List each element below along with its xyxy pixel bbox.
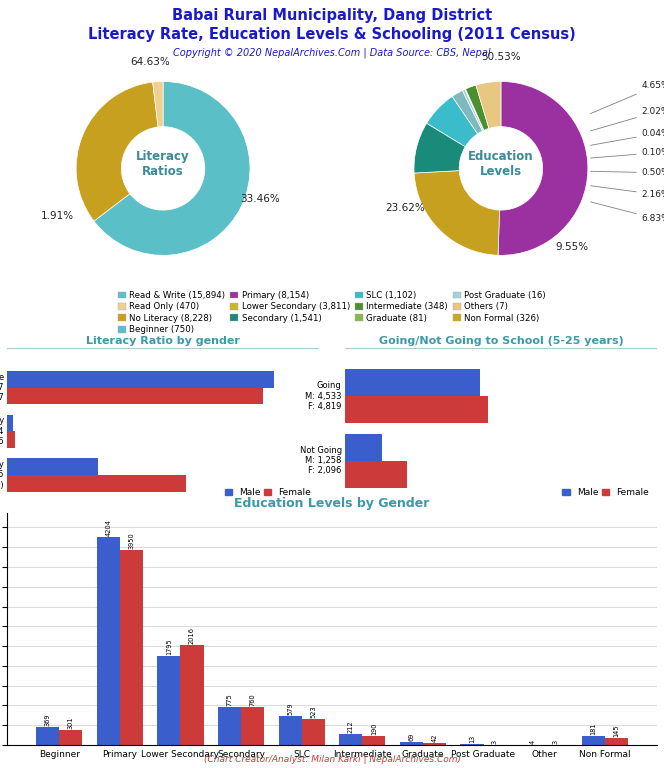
Text: 523: 523 [310,706,316,718]
Title: Going/Not Going to School (5-25 years): Going/Not Going to School (5-25 years) [378,336,623,346]
Text: (Chart Creator/Analyst: Milan Karki | NepalArchives.Com): (Chart Creator/Analyst: Milan Karki | Ne… [203,755,461,764]
Text: 760: 760 [250,694,256,707]
Text: Copyright © 2020 NepalArchives.Com | Data Source: CBS, Nepal: Copyright © 2020 NepalArchives.Com | Dat… [173,48,491,58]
Text: Literacy Rate, Education Levels & Schooling (2011 Census): Literacy Rate, Education Levels & School… [88,27,576,41]
Wedge shape [414,170,499,255]
Wedge shape [462,89,483,131]
Text: Literacy
Ratios: Literacy Ratios [136,150,190,178]
Bar [97,537,120,745]
Bar [7,415,13,432]
Bar [7,388,263,404]
Bar [605,738,627,745]
Text: 2.02%: 2.02% [590,108,664,131]
Wedge shape [414,123,465,173]
Text: 301: 301 [68,717,74,729]
Text: 212: 212 [348,721,354,733]
Bar [59,730,82,745]
Bar [157,656,181,745]
Wedge shape [498,81,588,255]
Bar [120,550,143,745]
Title: Literacy Ratio by gender: Literacy Ratio by gender [86,336,240,346]
Legend: Male, Female: Male, Female [559,485,653,501]
Wedge shape [153,81,163,127]
Bar [7,475,186,492]
Text: 23.62%: 23.62% [385,203,425,213]
Wedge shape [465,89,484,131]
Bar [345,396,488,423]
Text: 0.10%: 0.10% [591,148,664,158]
Title: Education Levels by Gender: Education Levels by Gender [234,497,430,510]
Wedge shape [76,82,158,221]
Text: 4.65%: 4.65% [590,81,664,114]
Text: 145: 145 [614,724,620,737]
Legend: Read & Write (15,894), Read Only (470), No Literacy (8,228), Beginner (750), Pri: Read & Write (15,894), Read Only (470), … [118,291,546,334]
Bar [241,707,264,745]
Bar [582,736,605,745]
Text: 4204: 4204 [106,519,112,536]
Text: 4: 4 [530,740,536,743]
Text: 1795: 1795 [166,638,172,655]
Text: 69: 69 [408,732,414,740]
Bar [339,734,363,745]
Text: 2016: 2016 [189,627,195,644]
Text: 3: 3 [552,740,558,744]
Bar [181,645,203,745]
Bar [301,719,325,745]
Wedge shape [465,85,489,131]
Text: 579: 579 [287,703,293,715]
Text: 9.55%: 9.55% [556,242,589,252]
Text: Babai Rural Municipality, Dang District: Babai Rural Municipality, Dang District [172,8,492,23]
Bar [363,736,385,745]
Bar [218,707,241,745]
Wedge shape [94,81,250,255]
Text: 6.83%: 6.83% [590,202,664,223]
Text: 13: 13 [469,735,475,743]
Bar [345,461,407,488]
Text: 181: 181 [590,723,596,735]
Bar [7,458,98,475]
Text: 50.53%: 50.53% [481,52,521,62]
Text: 42: 42 [432,733,438,742]
Text: 190: 190 [371,722,377,734]
Bar [279,717,301,745]
Text: 0.04%: 0.04% [590,129,664,145]
Bar [7,432,15,448]
Bar [37,727,59,745]
Text: 3: 3 [492,740,498,744]
Text: Education
Levels: Education Levels [468,150,534,178]
Bar [7,371,274,388]
Text: 2.16%: 2.16% [590,186,664,199]
Wedge shape [427,97,477,147]
Wedge shape [465,89,484,131]
Wedge shape [476,81,501,128]
Text: 64.63%: 64.63% [130,58,170,68]
Bar [423,743,446,745]
Text: 3950: 3950 [128,532,134,548]
Text: 0.50%: 0.50% [591,168,664,177]
Legend: Male, Female: Male, Female [221,485,315,501]
Text: 369: 369 [44,713,50,726]
Bar [345,434,382,461]
Text: 33.46%: 33.46% [240,194,280,204]
Text: 1.91%: 1.91% [41,211,74,221]
Bar [400,742,423,745]
Wedge shape [452,91,483,134]
Bar [345,369,479,396]
Text: 775: 775 [226,693,232,706]
